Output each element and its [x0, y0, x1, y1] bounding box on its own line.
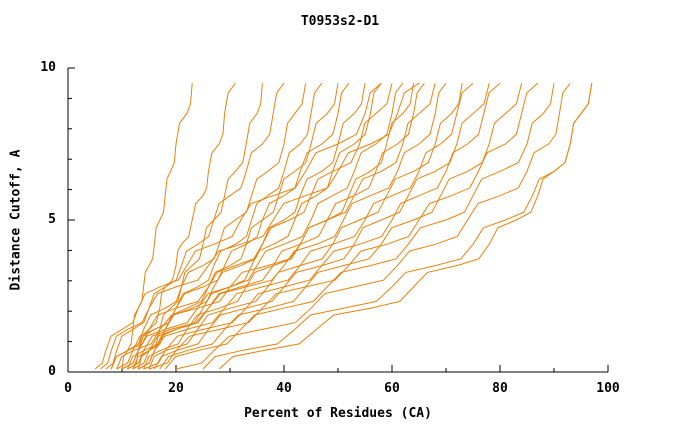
series-line [105, 82, 285, 370]
series-line [116, 83, 436, 370]
y-axis-label: Distance Cutoff, A [8, 149, 24, 291]
series-line [218, 83, 593, 370]
series-line [143, 82, 501, 370]
series-line [148, 82, 539, 370]
series-line [116, 82, 350, 370]
series-line [127, 82, 447, 370]
series-line [137, 82, 474, 370]
series-line [121, 82, 404, 370]
series-line [110, 83, 307, 370]
series-line [100, 82, 420, 370]
series-line [159, 83, 523, 370]
series-line [164, 83, 555, 370]
x-axis-label: Percent of Residues (CA) [244, 406, 432, 421]
series-line [94, 82, 382, 370]
series-line [175, 82, 571, 370]
series-line [153, 83, 490, 370]
chart-title: T0953s2-D1 [300, 14, 380, 29]
series-line [110, 83, 393, 370]
